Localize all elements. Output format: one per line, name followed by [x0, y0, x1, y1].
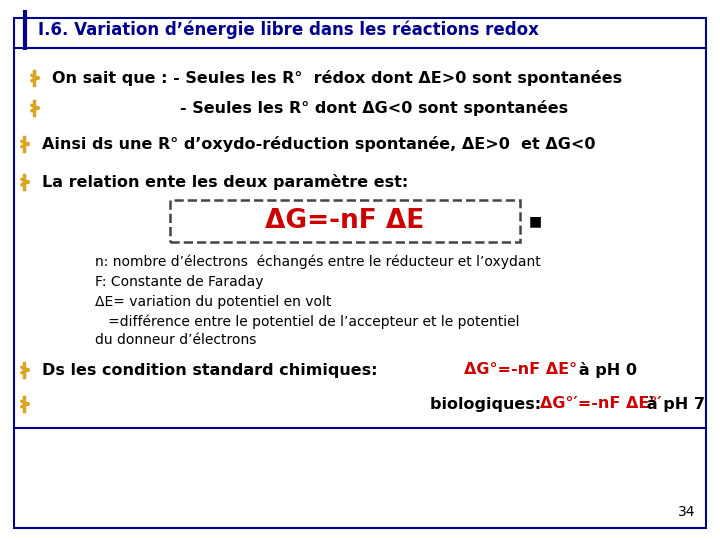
Text: I.6. Variation d’énergie libre dans les réactions redox: I.6. Variation d’énergie libre dans les …	[38, 21, 539, 39]
Text: ΔG°′=-nF ΔE°′: ΔG°′=-nF ΔE°′	[540, 396, 662, 411]
Text: La relation ente les deux paramètre est:: La relation ente les deux paramètre est:	[42, 174, 408, 190]
Text: ΔG°=-nF ΔE°: ΔG°=-nF ΔE°	[464, 362, 577, 377]
Text: biologiques:: biologiques:	[430, 396, 546, 411]
Text: ■: ■	[528, 214, 541, 228]
Text: ΔG=-nF ΔE: ΔG=-nF ΔE	[266, 208, 425, 234]
Text: Ainsi ds une R° d’oxydo-réduction spontanée, ΔE>0  et ΔG<0: Ainsi ds une R° d’oxydo-réduction sponta…	[42, 136, 595, 152]
Text: =différence entre le potentiel de l’accepteur et le potentiel: =différence entre le potentiel de l’acce…	[95, 315, 520, 329]
Text: 34: 34	[678, 505, 695, 519]
Text: On sait que : - Seules les R°  rédox dont ΔE>0 sont spontanées: On sait que : - Seules les R° rédox dont…	[52, 70, 622, 86]
Text: à pH 7: à pH 7	[630, 396, 705, 412]
FancyBboxPatch shape	[170, 200, 520, 242]
Text: F: Constante de Faraday: F: Constante de Faraday	[95, 275, 264, 289]
FancyBboxPatch shape	[14, 18, 706, 528]
Text: du donneur d’électrons: du donneur d’électrons	[95, 333, 256, 347]
Text: à pH 0: à pH 0	[562, 362, 637, 378]
Text: n: nombre d’électrons  échangés entre le réducteur et l’oxydant: n: nombre d’électrons échangés entre le …	[95, 255, 541, 269]
Text: - Seules les R° dont ΔG<0 sont spontanées: - Seules les R° dont ΔG<0 sont spontanée…	[180, 100, 568, 116]
Text: ΔE= variation du potentiel en volt: ΔE= variation du potentiel en volt	[95, 295, 331, 309]
Text: Ds les condition standard chimiques:: Ds les condition standard chimiques:	[42, 362, 383, 377]
